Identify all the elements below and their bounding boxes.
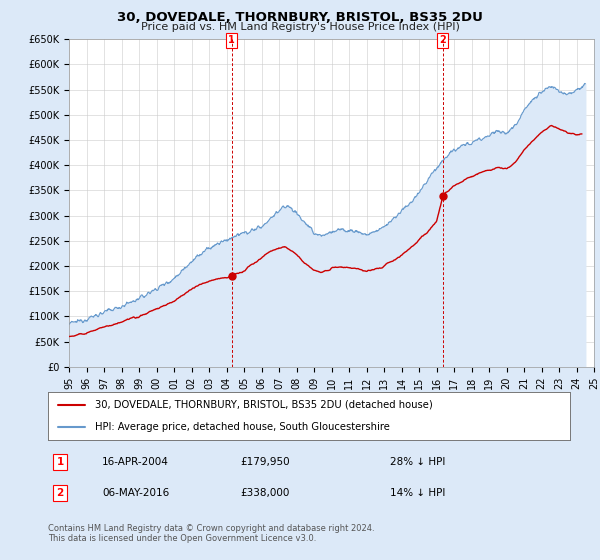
Text: Contains HM Land Registry data © Crown copyright and database right 2024.
This d: Contains HM Land Registry data © Crown c…: [48, 524, 374, 543]
Text: Price paid vs. HM Land Registry's House Price Index (HPI): Price paid vs. HM Land Registry's House …: [140, 22, 460, 32]
Text: 28% ↓ HPI: 28% ↓ HPI: [390, 457, 445, 467]
Text: 30, DOVEDALE, THORNBURY, BRISTOL, BS35 2DU: 30, DOVEDALE, THORNBURY, BRISTOL, BS35 2…: [117, 11, 483, 24]
Text: 1: 1: [228, 35, 235, 45]
Text: 16-APR-2004: 16-APR-2004: [102, 457, 169, 467]
Text: 2: 2: [56, 488, 64, 498]
Text: 06-MAY-2016: 06-MAY-2016: [102, 488, 169, 498]
Text: £179,950: £179,950: [240, 457, 290, 467]
Text: 2: 2: [439, 35, 446, 45]
Text: 14% ↓ HPI: 14% ↓ HPI: [390, 488, 445, 498]
Text: 1: 1: [56, 457, 64, 467]
Text: HPI: Average price, detached house, South Gloucestershire: HPI: Average price, detached house, Sout…: [95, 422, 390, 432]
Text: 30, DOVEDALE, THORNBURY, BRISTOL, BS35 2DU (detached house): 30, DOVEDALE, THORNBURY, BRISTOL, BS35 2…: [95, 400, 433, 410]
Text: £338,000: £338,000: [240, 488, 289, 498]
